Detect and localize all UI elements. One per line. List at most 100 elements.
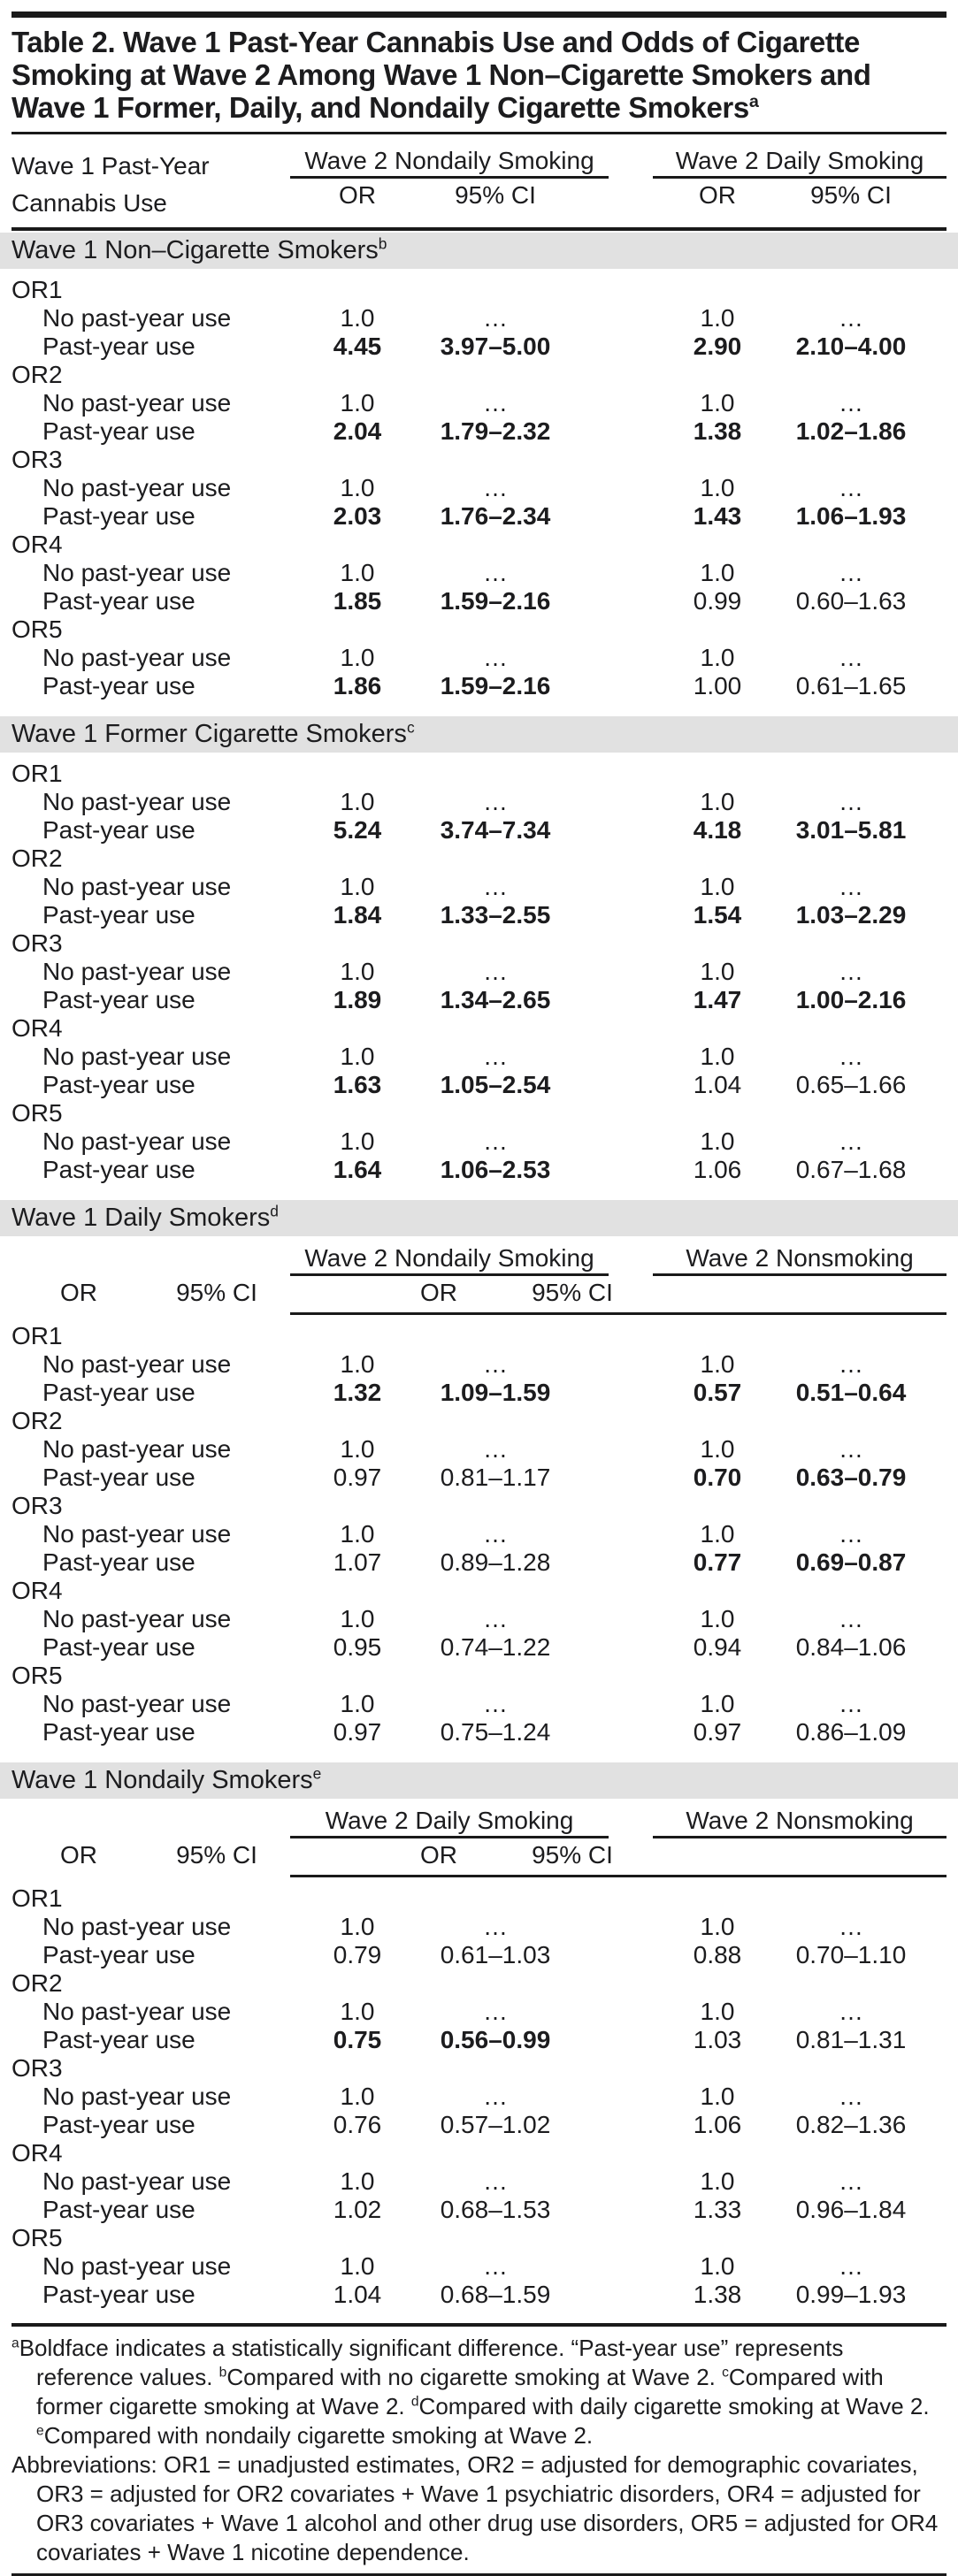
stub-column-header: Wave 1 Past-Year Cannabis Use <box>11 148 290 222</box>
table-row: Past-year use 1.02 0.68–1.53 1.33 0.96–1.84 <box>11 2196 947 2224</box>
or-value-cell: 1.0 <box>340 1520 375 1548</box>
ci-value-cell: 0.67–1.68 <box>795 1156 907 1183</box>
or-value-cell: 1.0 <box>700 389 735 417</box>
ci-value-cell: … <box>483 1690 508 1717</box>
table-row: No past-year use 1.0… 1.0… <box>11 1350 947 1379</box>
or-value-cell: 1.0 <box>700 1605 735 1632</box>
table-row: Past-year use 1.84 1.33–2.55 1.54 1.03–2.29 <box>11 901 947 929</box>
row-label: Past-year use <box>42 333 195 360</box>
or-value-cell: 1.0 <box>340 1690 375 1717</box>
section-header: Wave 1 Non–Cigarette Smokersb <box>0 233 958 269</box>
footnote-marker: d <box>410 2394 419 2410</box>
ci-value-cell: 0.81–1.31 <box>795 2026 907 2053</box>
footnote-text: Boldface indicates a statistically signi… <box>19 2335 844 2390</box>
column-gap <box>566 958 653 986</box>
or-model-row: OR3 <box>11 446 947 474</box>
table-row: Past-year use 1.85 1.59–2.16 0.99 0.60–1.63 <box>11 587 947 615</box>
or-value-cell: 0.77 <box>693 1548 742 1576</box>
table-title: Table 2. Wave 1 Past-Year Cannabis Use a… <box>11 26 947 124</box>
table-row: No past-year use 1.0… 1.0… <box>11 2167 947 2196</box>
row-label: Past-year use <box>42 1379 195 1406</box>
section-header-label: Wave 1 Nondaily Smokers <box>11 1766 313 1794</box>
or-value-cell: 1.63 <box>333 1071 382 1098</box>
table-row: No past-year use 1.0… 1.0… <box>11 2252 947 2281</box>
column-gap <box>287 1838 374 1872</box>
or-value-cell: 0.99 <box>693 587 742 615</box>
ci-value-cell: 0.61–1.03 <box>440 1941 551 1968</box>
or-model-row: OR3 <box>11 929 947 958</box>
row-label: No past-year use <box>42 389 232 417</box>
ci-column-header: 95% CI <box>176 1279 257 1306</box>
or-model-label: OR4 <box>11 2139 63 2167</box>
section-rows: OR1 No past-year use 1.0… 1.0… Past-year use… <box>11 269 947 715</box>
row-label: No past-year use <box>42 1690 232 1717</box>
or-value-cell: 1.0 <box>340 644 375 671</box>
or-value-cell: 1.03 <box>693 2026 742 2053</box>
row-label: No past-year use <box>42 1913 232 1940</box>
or-value-cell: 1.0 <box>340 1127 375 1155</box>
subheader-bottom-rule <box>290 1875 947 1877</box>
ci-value-cell: 3.97–5.00 <box>440 333 551 360</box>
or-value-cell: 1.0 <box>340 1998 375 2025</box>
section-subheader: Wave 2 Daily Smoking Wave 2 Nonsmoking OR 9… <box>11 1799 947 1877</box>
ci-value-cell: 1.79–2.32 <box>440 417 551 445</box>
or-value-cell: 1.0 <box>700 304 735 332</box>
row-label: Past-year use <box>42 502 195 530</box>
section-subheader: Wave 2 Nondaily Smoking Wave 2 Nonsmoking… <box>11 1236 947 1315</box>
column-gap <box>566 389 653 417</box>
ci-value-cell: 1.06–2.53 <box>440 1156 551 1183</box>
table-row: Past-year use 1.32 1.09–1.59 0.57 0.51–0.64 <box>11 1379 947 1407</box>
or-value-cell: 1.0 <box>340 559 375 586</box>
table-row: No past-year use 1.0… 1.0… <box>11 1043 947 1071</box>
ci-value-cell: 0.57–1.02 <box>440 2111 551 2138</box>
spanner-outcome-2: Wave 2 Nonsmoking <box>653 1808 947 1838</box>
table-row: Past-year use 1.07 0.89–1.28 0.77 0.69–0.87 <box>11 1548 947 1577</box>
or-model-label: OR1 <box>11 1322 63 1349</box>
ci-value-cell: 0.99–1.93 <box>795 2281 907 2308</box>
table-row: No past-year use 1.0… 1.0… <box>11 1127 947 1156</box>
or-value-cell: 1.04 <box>693 1071 742 1098</box>
ci-value-cell: 0.96–1.84 <box>795 2196 907 2223</box>
spanner-row: Wave 2 Nondaily Smoking Wave 2 Nonsmoking <box>290 1245 947 1276</box>
column-gap <box>566 587 653 615</box>
row-label: No past-year use <box>42 2083 232 2110</box>
column-gap <box>566 901 653 929</box>
or-ci-header-row: OR 95% CI OR 95% CI <box>290 179 947 212</box>
section-footnote-marker: b <box>378 234 387 253</box>
or-column-header: OR <box>420 1279 457 1306</box>
table-row: No past-year use 1.0… 1.0… <box>11 644 947 672</box>
or-model-row: OR1 <box>11 276 947 304</box>
or-value-cell: 2.04 <box>333 417 382 445</box>
or-value-cell: 1.0 <box>700 958 735 985</box>
column-gap <box>566 1435 653 1464</box>
table-row: Past-year use 1.63 1.05–2.54 1.04 0.65–1.66 <box>11 1071 947 1099</box>
column-gap <box>566 304 653 333</box>
ci-value-cell: … <box>839 1520 863 1548</box>
table-row: Past-year use 1.86 1.59–2.16 1.00 0.61–1.65 <box>11 672 947 700</box>
or-model-label: OR3 <box>11 929 63 957</box>
spanner-gap <box>609 148 653 179</box>
or-value-cell: 1.0 <box>700 1998 735 2025</box>
or-model-label: OR2 <box>11 1407 63 1434</box>
column-gap <box>566 2196 653 2224</box>
ci-value-cell: 1.02–1.86 <box>795 417 907 445</box>
row-label: Past-year use <box>42 417 195 445</box>
ci-value-cell: … <box>839 559 863 586</box>
or-model-label: OR2 <box>11 361 63 388</box>
table-row: No past-year use 1.0… 1.0… <box>11 559 947 587</box>
spanner-outcome-1: Wave 2 Daily Smoking <box>290 1808 609 1838</box>
or-value-cell: 1.0 <box>340 474 375 501</box>
ci-value-cell: … <box>839 1998 863 2025</box>
row-label: Past-year use <box>42 1633 195 1661</box>
column-gap <box>287 1276 374 1310</box>
or-value-cell: 5.24 <box>333 816 382 844</box>
or-model-row: OR2 <box>11 845 947 873</box>
row-label: Past-year use <box>42 986 195 1013</box>
or-value-cell: 1.04 <box>333 2281 382 2308</box>
ci-value-cell: … <box>839 1127 863 1155</box>
section-footnote-marker: c <box>406 718 415 737</box>
column-gap <box>566 816 653 845</box>
or-model-label: OR1 <box>11 276 63 303</box>
footnote-text: Compared with no cigarette smoking at Wa… <box>226 2364 723 2390</box>
or-value-cell: 1.0 <box>700 1350 735 1378</box>
